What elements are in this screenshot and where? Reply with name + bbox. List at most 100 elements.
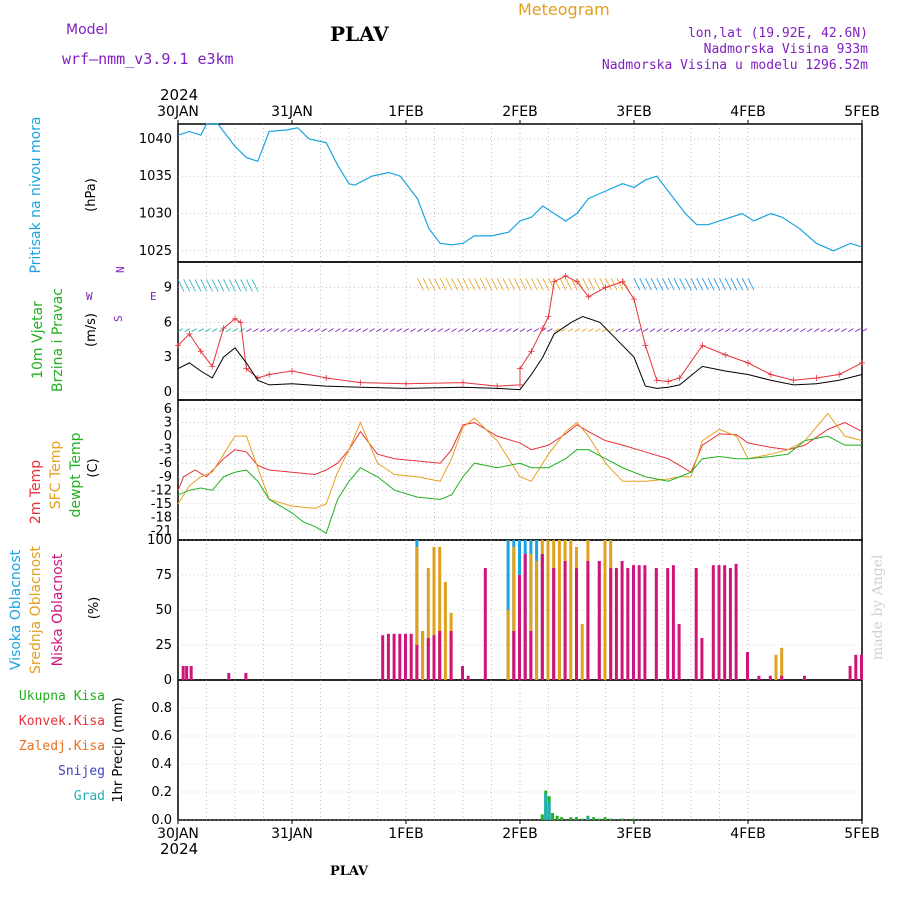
wind-barb — [559, 278, 567, 291]
cloud-bar-low — [723, 565, 727, 680]
wind-gust-marker — [237, 319, 244, 326]
wind-barb — [232, 328, 238, 332]
cloud-bar-low — [694, 568, 698, 680]
wind-barb — [779, 328, 786, 332]
wind-barb — [444, 328, 450, 332]
wind-gust-marker — [813, 374, 820, 381]
cloud-bar-low — [466, 675, 470, 680]
x-tick-label-top: 1FEB — [388, 104, 423, 120]
wind-barb — [321, 328, 327, 332]
wind-barb — [183, 279, 191, 292]
compass-w: W — [86, 290, 93, 303]
wind-barb — [741, 278, 749, 291]
wind-barb — [200, 279, 208, 292]
x-tick-label-bottom: 5FEB — [844, 826, 879, 842]
wind-barb — [547, 328, 553, 332]
cloud-bar-low — [609, 568, 613, 680]
cloud-bar-low — [523, 554, 527, 680]
wind-barb — [713, 278, 721, 291]
precip-bar-total — [632, 818, 635, 820]
wind-barb — [730, 278, 738, 291]
wind-barb — [314, 328, 321, 332]
y-tick-label-temperature: -18 — [151, 510, 172, 525]
cloud-bar-low — [540, 554, 544, 680]
temp-sfc-label: SFC Temp — [48, 441, 64, 510]
cloud-bar-low — [483, 568, 487, 680]
wind-barb — [711, 328, 717, 332]
wind-gust-marker — [197, 348, 204, 355]
cloud-bar-low — [637, 565, 641, 680]
wind-barb — [211, 279, 219, 292]
precip-legend-2: Zaledj.Kisa — [19, 739, 105, 754]
model-elevation-info: Nadmorska Visina u modelu 1296.52m — [601, 58, 868, 73]
wind-barb — [198, 328, 204, 332]
wind-barb — [382, 328, 389, 332]
cloud-bar-low — [626, 568, 630, 680]
wind-barb — [217, 279, 225, 292]
y-tick-label-temperature: 3 — [164, 416, 172, 431]
wind-barb — [328, 328, 334, 332]
cloud-bar-low — [643, 565, 647, 680]
elevation-info: Nadmorska Visina 933m — [703, 42, 868, 57]
wind-barb — [848, 328, 854, 332]
compass-e: E — [150, 290, 157, 303]
wind-barb — [307, 328, 314, 332]
wind-barb — [417, 278, 424, 291]
y-tick-label-wind: 9 — [164, 281, 172, 296]
y-tick-label-temperature: -12 — [151, 483, 172, 498]
wind-barb — [677, 328, 683, 332]
wind-barb — [422, 278, 430, 291]
wind-barb — [362, 328, 368, 332]
wind-barb — [478, 328, 485, 332]
cloud-high-label: Visoka Oblacnost — [8, 549, 24, 670]
wind-gust-marker — [642, 342, 649, 349]
cloud-bar-low — [398, 633, 402, 680]
wind-barb — [479, 278, 487, 291]
wind-gust-marker — [631, 296, 637, 303]
wind-barb — [194, 279, 202, 292]
wind-barb — [807, 328, 813, 332]
wind-barb — [663, 328, 669, 332]
wind-barb — [376, 328, 382, 332]
wind-gust-marker — [220, 325, 227, 332]
cloud-bar-low — [415, 645, 419, 680]
wind-barb — [827, 328, 834, 332]
wind-barb — [633, 278, 641, 291]
cloud-bar-low — [677, 624, 681, 680]
x-tick-label-top: 4FEB — [730, 104, 765, 120]
cloud-bar-low — [700, 638, 704, 680]
cloud-bar-low — [518, 575, 521, 680]
wind-barb — [458, 328, 464, 332]
wind-gust-marker — [460, 379, 466, 386]
wind-barb — [439, 278, 447, 291]
cloud-bar-low — [185, 666, 189, 680]
wind-barb — [506, 328, 512, 332]
wind-barb — [471, 328, 478, 332]
wind-barb — [759, 328, 765, 332]
wind-barb — [424, 328, 430, 332]
wind-barb — [747, 278, 755, 291]
cloud-bar-mid — [415, 547, 419, 680]
precip-bar-total — [575, 817, 578, 820]
cloud-bar-mid — [535, 561, 539, 680]
wind-barb — [485, 278, 493, 291]
wind-barb — [246, 279, 253, 292]
wind-barb — [622, 278, 629, 291]
wind-barb — [608, 328, 615, 332]
wind-barb — [519, 328, 526, 332]
x-tick-label-bottom: 4FEB — [730, 826, 765, 842]
cloud-bar-low — [757, 675, 761, 680]
cloud-bar-low — [426, 638, 430, 680]
wind-barb — [369, 328, 375, 332]
wind-gust-marker — [539, 325, 546, 332]
precip-bar-total — [620, 818, 624, 820]
wind-barb — [588, 278, 595, 291]
wind-barb — [581, 328, 587, 332]
cloud-bar-low — [586, 561, 590, 680]
y-tick-label-cloud: 100 — [147, 533, 172, 548]
wind-unit-label: (m/s) — [84, 313, 99, 347]
cloud-bar-mid — [432, 547, 436, 680]
x-tick-label-bottom: 3FEB — [616, 826, 651, 842]
wind-barb — [526, 328, 533, 332]
wind-barb — [834, 328, 840, 332]
